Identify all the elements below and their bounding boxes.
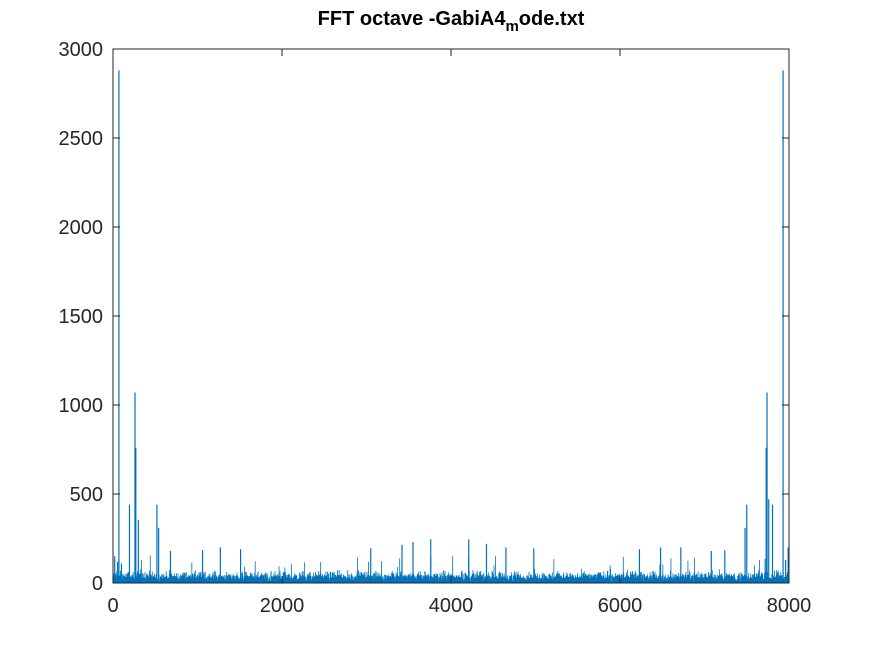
y-tick-label: 1000 [59,395,104,417]
y-tick-label: 1500 [59,306,104,328]
ticks-layer: 0 2000 4000 6000 8000 0 500 1000 1500 2000 2500 300… [59,39,812,617]
x-tick-label: 6000 [598,595,643,617]
series-layer [112,70,790,583]
x-tick-label: 0 [107,595,118,617]
chart-title-main: FFT octave -GabiA4 [318,8,507,30]
y-tick-label: 2500 [59,128,104,150]
plot-background [113,49,789,583]
x-tick-label: 2000 [260,595,305,617]
y-tick-label: 500 [70,484,103,506]
x-tick-label: 8000 [767,595,812,617]
y-tick-label: 3000 [59,39,104,61]
chart-title-subscript: m [505,18,518,35]
x-tick-label: 4000 [429,595,474,617]
chart-title: FFT octave -GabiA4mode.txt [318,8,585,35]
chart-title-suffix: ode.txt [519,8,585,30]
y-tick-label: 0 [92,573,103,595]
y-tick-label: 2000 [59,217,104,239]
